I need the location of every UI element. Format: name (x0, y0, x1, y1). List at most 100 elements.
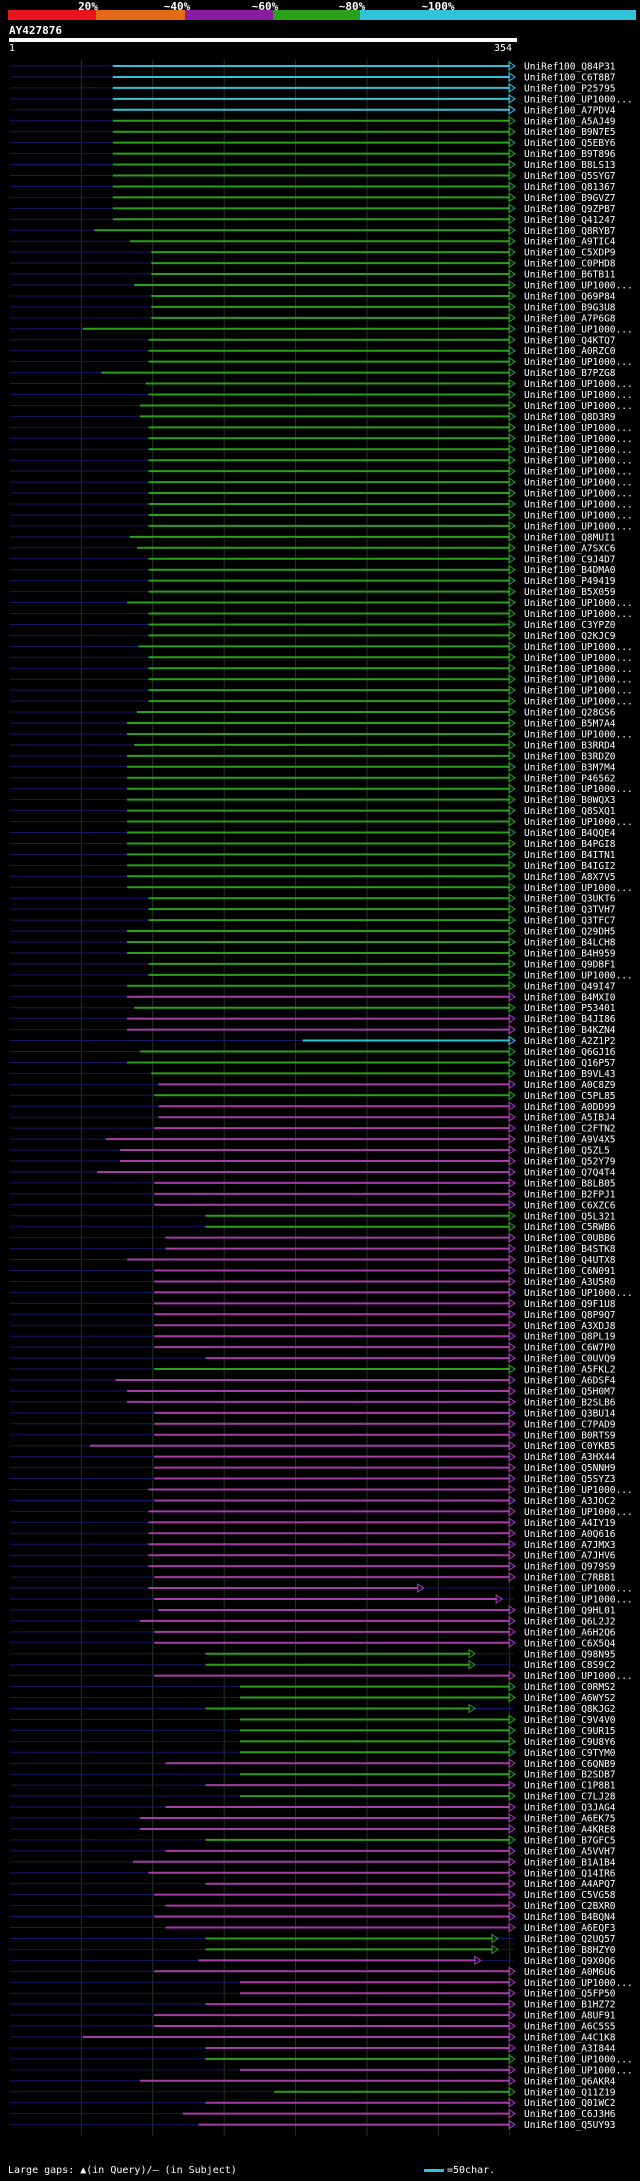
hit-arrowhead (508, 477, 516, 488)
hit-label: UniRef100_A0RZC0 (524, 346, 616, 357)
hit-arrowhead (508, 1550, 516, 1561)
hit-label: UniRef100_P53401 (524, 1003, 616, 1014)
hit-arrowhead (508, 93, 516, 104)
legend-segment-cyan (360, 10, 636, 20)
hit-label: UniRef100_B2SLB6 (524, 1397, 616, 1408)
hit-label: UniRef100_B4STK8 (524, 1244, 616, 1255)
hit-arrowhead (508, 882, 516, 893)
hit-arrowhead (508, 739, 516, 750)
hit-arrowhead (508, 761, 516, 772)
hit-label: UniRef100_A9V4X5 (524, 1135, 616, 1146)
hit-arrowhead (508, 1156, 516, 1166)
hit-label: UniRef100_A6WYS2 (524, 1693, 616, 1704)
hit-arrowhead (508, 1626, 516, 1637)
hit-label: UniRef100_B4PGI8 (524, 839, 616, 850)
hit-arrowhead (508, 1265, 516, 1276)
hit-label: UniRef100_UP1000... (524, 390, 633, 401)
hit-label: UniRef100_B5M7A4 (524, 719, 616, 730)
hit-label: UniRef100_Q8D3R9 (524, 412, 616, 423)
hit-label: UniRef100_Q4UTX8 (524, 1255, 616, 1266)
hit-arrowhead (508, 2086, 516, 2097)
hit-label: UniRef100_C8S9C2 (524, 1660, 616, 1671)
hit-arrowhead (508, 433, 516, 444)
hit-arrowhead (508, 520, 516, 531)
hit-arrowhead (508, 1145, 516, 1155)
hit-arrowhead (508, 926, 516, 936)
hit-arrowhead (508, 1243, 516, 1254)
hit-arrowhead (508, 1407, 516, 1418)
hit-arrowhead (508, 937, 516, 947)
hit-arrowhead (508, 608, 516, 619)
hit-label: UniRef100_B3M7M4 (524, 762, 616, 773)
hit-arrowhead (508, 1068, 516, 1079)
hit-label: UniRef100_UP1000... (524, 521, 633, 532)
hit-arrowhead (508, 718, 516, 728)
hit-arrowhead (508, 247, 516, 258)
hit-arrowhead (508, 849, 516, 860)
hit-arrowhead (474, 1955, 482, 1966)
hit-label: UniRef100_B4DMA0 (524, 565, 616, 576)
hit-arrowhead (508, 181, 516, 192)
hit-arrowhead (508, 1309, 516, 1320)
hit-label: UniRef100_A7PDV4 (524, 105, 616, 116)
hit-arrowhead (508, 301, 516, 312)
hit-arrowhead (508, 1440, 516, 1451)
hit-label: UniRef100_Q5SYG7 (524, 171, 616, 182)
hit-label: UniRef100_A5AJ49 (524, 116, 616, 127)
hit-arrowhead (495, 1594, 504, 1604)
hit-arrowhead (508, 2097, 516, 2108)
hit-arrowhead (508, 1922, 516, 1933)
hit-arrowhead (508, 531, 516, 542)
hit-label: UniRef100_C6QNB9 (524, 1759, 616, 1770)
hit-arrowhead (508, 1035, 516, 1046)
hit-arrowhead (508, 1517, 516, 1528)
hit-label: UniRef100_B9VL43 (524, 1069, 616, 1080)
hit-label: UniRef100_A7JHV6 (524, 1551, 616, 1562)
hit-label: UniRef100_UP1000... (524, 510, 633, 521)
hit-label: UniRef100_B3RRD4 (524, 740, 616, 751)
hit-arrowhead (508, 729, 516, 739)
hit-arrowhead (508, 444, 516, 455)
hit-label: UniRef100_C1P8B1 (524, 1781, 616, 1792)
hit-label: UniRef100_Q8P9Q7 (524, 1310, 616, 1321)
hit-label: UniRef100_Q2UQ57 (524, 1934, 616, 1945)
hit-arrowhead (508, 1298, 516, 1309)
hit-arrowhead (417, 1583, 425, 1593)
hit-arrowhead (508, 148, 516, 159)
hit-arrowhead (508, 137, 516, 148)
hit-label: UniRef100_Q5UY93 (524, 2120, 616, 2131)
hit-label: UniRef100_B9G3U8 (524, 302, 616, 313)
hit-label: UniRef100_Q28GS6 (524, 708, 616, 719)
hit-label: UniRef100_B4BQN4 (524, 1912, 616, 1923)
hit-label: UniRef100_A4C1K8 (524, 2033, 616, 2044)
hit-arrowhead (508, 1221, 516, 1232)
hit-label: UniRef100_B7PZG8 (524, 368, 616, 379)
hit-label: UniRef100_Q6GJ16 (524, 1047, 616, 1058)
hit-label: UniRef100_Q9DBF1 (524, 959, 616, 970)
hit-label: UniRef100_Q01WC2 (524, 2098, 616, 2109)
hit-label: UniRef100_B7GFC5 (524, 1835, 616, 1846)
hit-arrowhead (468, 1703, 476, 1714)
hit-label: UniRef100_Q8PL19 (524, 1332, 616, 1343)
hit-arrowhead (508, 422, 516, 433)
hit-arrowhead (508, 1528, 516, 1539)
hit-label: UniRef100_A3HX44 (524, 1452, 616, 1463)
hit-arrowhead (508, 510, 516, 520)
hit-label: UniRef100_Q69P84 (524, 291, 616, 302)
hit-arrowhead (508, 1495, 516, 1506)
hit-label: UniRef100_UP1000... (524, 2054, 633, 2065)
hit-label: UniRef100_UP1000... (524, 883, 633, 894)
hit-label: UniRef100_B2SDB7 (524, 1770, 616, 1781)
hit-label: UniRef100_UP1000... (524, 970, 633, 981)
hit-label: UniRef100_C0YKB5 (524, 1441, 616, 1452)
hit-arrowhead (508, 1889, 516, 1900)
hit-arrowhead (508, 1900, 516, 1911)
hit-arrowhead (508, 1013, 516, 1024)
hit-arrowhead (508, 652, 516, 663)
hit-arrowhead (508, 2021, 516, 2031)
hit-arrowhead (508, 575, 516, 586)
hit-label: UniRef100_UP1000... (524, 357, 633, 368)
hit-label: UniRef100_A0C8Z9 (524, 1080, 616, 1091)
hit-label: UniRef100_C5RWB6 (524, 1222, 616, 1233)
hit-arrowhead (508, 893, 516, 904)
